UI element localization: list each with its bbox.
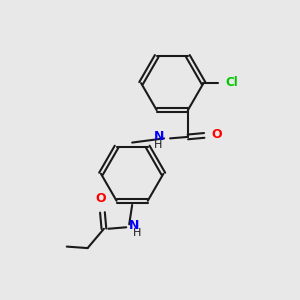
Text: O: O: [212, 128, 222, 141]
Text: N: N: [154, 130, 164, 143]
Text: H: H: [133, 228, 142, 238]
Text: O: O: [96, 192, 106, 205]
Text: H: H: [154, 140, 162, 150]
Text: N: N: [129, 219, 140, 232]
Text: Cl: Cl: [226, 76, 239, 89]
